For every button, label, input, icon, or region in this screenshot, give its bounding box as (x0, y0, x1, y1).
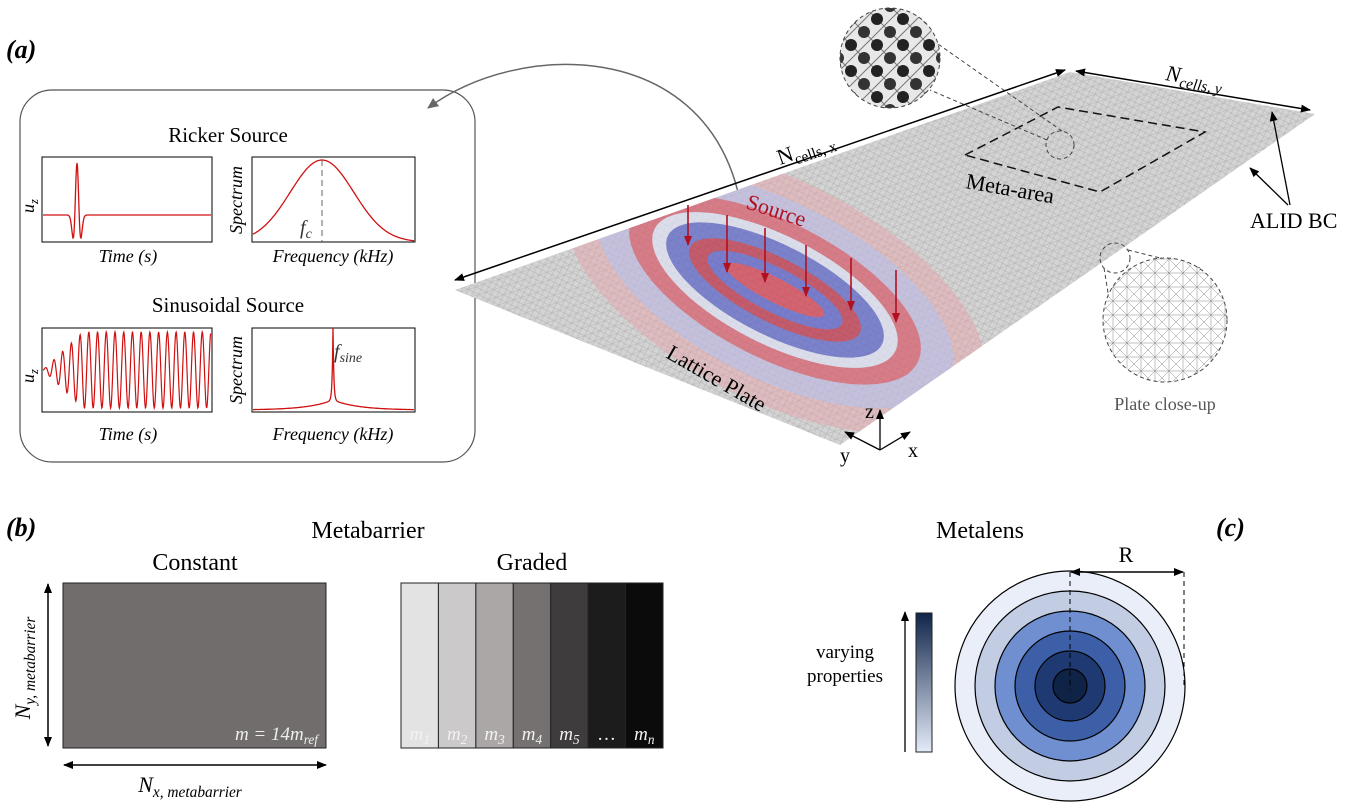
mass-index: 3 (497, 732, 505, 747)
radius-label: R (1119, 542, 1134, 567)
dimension-label: Nx, metabarrier (137, 772, 243, 801)
closeup-label: Plate close-up (1114, 394, 1215, 414)
axis-name: z (865, 401, 874, 423)
mass-symbol: m (522, 724, 536, 745)
mass-symbol: m (447, 724, 461, 745)
lens (955, 571, 1185, 801)
figure: (a) (b) (c) Ricker Source Sinusoidal Sou… (0, 0, 1370, 808)
mass-index: 5 (573, 732, 580, 747)
legend-label: properties (807, 666, 883, 687)
axis-label: Frequency (kHz) (272, 246, 394, 267)
axis-name: x (908, 440, 918, 462)
plot-frame (42, 157, 212, 242)
subtitle: Graded (497, 550, 568, 576)
boundary-label: ALID BC (1250, 208, 1337, 233)
mass-index: 2 (461, 732, 468, 747)
axis-label: Spectrum (226, 336, 246, 404)
legend-label: varying (816, 642, 875, 663)
mass-symbol: m (559, 724, 573, 745)
axis-name: y (840, 445, 850, 467)
source-title: Ricker Source (168, 123, 288, 147)
mass-index: 4 (536, 732, 543, 747)
boundary-arrow (1250, 168, 1288, 205)
panel-label: (c) (1216, 513, 1245, 542)
mass-index: 1 (423, 732, 430, 747)
mass-symbol: m (484, 724, 498, 745)
subtitle: Constant (152, 550, 238, 576)
mass-symbol: m (410, 724, 424, 745)
page: { "panel_labels": ["(a)", "(b)", "(c)"],… (0, 0, 1370, 808)
section-title: Metabarrier (311, 518, 424, 544)
axis-label: Time (s) (99, 246, 158, 267)
axis-label: Spectrum (226, 166, 246, 234)
axis-arrow (845, 432, 880, 450)
axis-label: Frequency (kHz) (272, 424, 394, 445)
axis-label: Time (s) (99, 424, 158, 445)
atom-closeup (840, 8, 940, 108)
section-title: Metalens (936, 518, 1024, 544)
panel-label: (b) (6, 513, 36, 542)
panel-label: (a) (6, 35, 36, 64)
mass-index: n (648, 732, 655, 747)
mass-label: … (598, 724, 615, 745)
colorbar (916, 613, 932, 752)
plot-frame (252, 157, 415, 242)
mass-symbol: m (634, 724, 648, 745)
plate-closeup (1103, 258, 1227, 382)
source-title: Sinusoidal Source (152, 293, 304, 317)
dimension-label: Ny, metabarrier (10, 616, 39, 721)
axis-arrow (880, 432, 910, 450)
mass-symbol: … (598, 724, 615, 745)
